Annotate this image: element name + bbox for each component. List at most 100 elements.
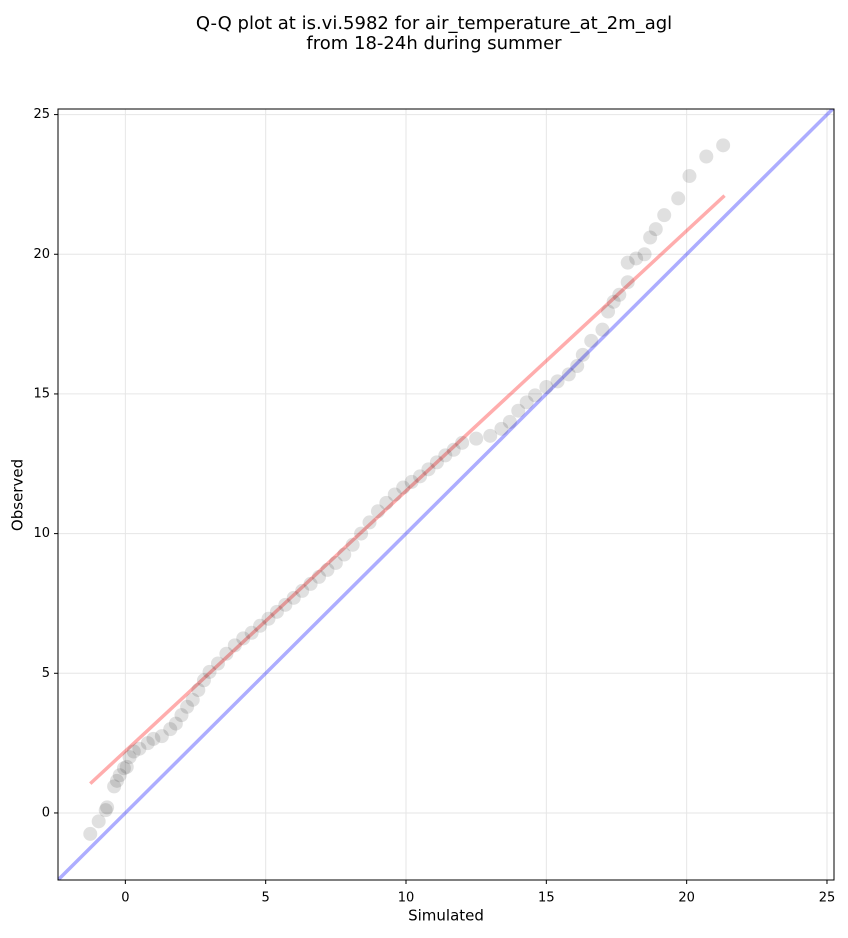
point	[236, 631, 251, 646]
point	[396, 480, 411, 495]
point	[91, 814, 106, 829]
point	[575, 347, 590, 362]
point	[196, 673, 211, 688]
point	[126, 744, 141, 759]
y-tick-label: 10	[33, 526, 50, 541]
point	[119, 759, 134, 774]
point	[570, 359, 585, 373]
point	[154, 729, 169, 744]
point	[109, 773, 124, 788]
point	[404, 474, 419, 489]
point	[511, 403, 526, 418]
point	[550, 374, 565, 389]
y-tick-label: 5	[42, 666, 50, 681]
point	[561, 367, 576, 382]
reference-line	[58, 109, 834, 880]
point	[469, 431, 484, 446]
point	[657, 208, 672, 223]
point	[643, 230, 658, 245]
point	[494, 421, 509, 436]
point	[163, 722, 178, 737]
point	[112, 768, 127, 783]
x-tick-label: 0	[121, 891, 129, 906]
point	[379, 495, 394, 510]
point	[354, 526, 369, 541]
grid	[58, 109, 834, 880]
x-tick-label: 10	[398, 891, 415, 906]
point	[98, 803, 113, 818]
point	[421, 462, 436, 477]
point	[413, 469, 428, 484]
point	[269, 604, 284, 619]
y-tick-label: 0	[42, 805, 50, 820]
point	[328, 555, 343, 570]
point	[502, 414, 517, 429]
point	[446, 442, 461, 457]
point	[116, 761, 131, 776]
y-tick-label: 20	[33, 247, 50, 262]
point	[278, 597, 293, 612]
point	[261, 611, 276, 626]
point	[370, 504, 385, 519]
point	[286, 590, 301, 605]
x-axis-label: Simulated	[408, 907, 484, 925]
point	[295, 583, 310, 598]
point	[174, 708, 189, 723]
x-tick-label: 5	[262, 891, 270, 906]
point	[122, 750, 137, 765]
point	[140, 736, 155, 751]
point	[253, 618, 268, 633]
point	[601, 304, 616, 319]
y-axis-label: Observed	[9, 459, 27, 531]
point	[699, 149, 714, 164]
point	[345, 537, 360, 552]
x-tick-label: 20	[678, 891, 695, 906]
point	[438, 448, 453, 463]
point	[168, 716, 183, 731]
point	[716, 138, 731, 153]
point	[620, 255, 635, 270]
point	[244, 625, 259, 640]
point	[219, 646, 234, 661]
point	[107, 779, 122, 794]
y-tick-label: 25	[33, 107, 50, 122]
point	[429, 455, 444, 470]
axes: 0 5 10 15 20 25 0 5 10 15 20 25	[33, 107, 835, 905]
point	[312, 569, 327, 584]
point	[682, 169, 697, 184]
point	[620, 275, 635, 290]
reference-line	[89, 194, 726, 785]
point	[483, 428, 498, 443]
point	[387, 487, 402, 502]
x-tick-label: 25	[819, 891, 836, 906]
y-tick-label: 15	[33, 386, 50, 401]
point	[629, 251, 644, 266]
point	[180, 699, 195, 714]
point	[320, 562, 335, 577]
point	[612, 287, 627, 302]
point	[83, 826, 98, 841]
point	[648, 222, 663, 237]
point	[455, 435, 470, 450]
point	[210, 656, 225, 671]
point	[519, 395, 534, 410]
plot-frame	[57, 108, 835, 881]
point	[595, 322, 610, 337]
point	[584, 333, 599, 348]
point	[539, 379, 554, 394]
point	[362, 515, 377, 530]
chart-title: from 18-24h during summer	[306, 33, 562, 54]
point	[606, 294, 621, 309]
point	[671, 191, 686, 206]
point	[337, 547, 352, 562]
point	[132, 741, 147, 756]
point	[303, 576, 318, 591]
point	[202, 664, 217, 679]
point	[146, 731, 161, 746]
x-tick-label: 15	[538, 891, 555, 906]
point	[191, 683, 206, 698]
point	[100, 800, 115, 815]
point	[227, 638, 242, 653]
plot-area	[58, 109, 834, 880]
